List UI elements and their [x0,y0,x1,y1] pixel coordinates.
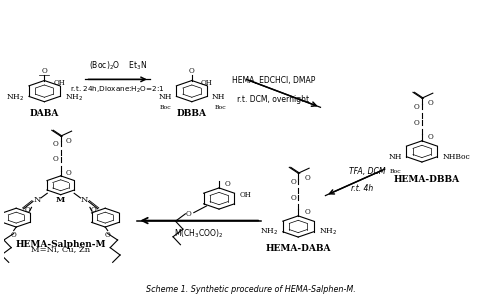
Text: O: O [304,208,310,216]
Text: O: O [42,67,48,75]
Text: O: O [53,155,59,163]
Text: NHBoc: NHBoc [442,153,470,161]
Text: NH: NH [388,153,402,161]
Text: M: M [56,196,66,204]
Text: O: O [53,140,59,148]
Text: M=Ni, Cu, Zn: M=Ni, Cu, Zn [31,245,90,253]
Text: O: O [186,210,192,218]
Text: O: O [66,137,71,145]
Text: OH: OH [54,79,65,87]
Text: O: O [11,231,16,239]
Text: HEMA-Salphen-M: HEMA-Salphen-M [16,240,106,249]
Text: O: O [304,174,310,182]
Text: O: O [290,178,296,186]
Text: NH$_2$: NH$_2$ [318,227,337,237]
Text: HEMA-DBBA: HEMA-DBBA [394,175,460,184]
Text: N: N [34,196,40,204]
Text: O: O [428,133,434,141]
Text: r.t. 4h: r.t. 4h [352,184,374,193]
Text: O: O [414,102,420,110]
Text: OH: OH [200,79,212,87]
Text: NH: NH [212,94,226,102]
Text: r.t. 24h,Dioxane:H$_2$O=2:1: r.t. 24h,Dioxane:H$_2$O=2:1 [70,85,165,95]
Text: O: O [66,169,71,177]
Text: O: O [225,180,230,188]
Text: O: O [414,119,420,127]
Text: r.t. DCM, overnight: r.t. DCM, overnight [238,95,310,104]
Text: TFA, DCM: TFA, DCM [349,168,386,176]
Text: NH$_2$: NH$_2$ [64,92,83,103]
Text: O: O [105,231,110,239]
Text: Boc: Boc [390,168,401,173]
Text: HEMA-DABA: HEMA-DABA [266,244,331,253]
Text: (Boc)$_2$O    Et$_3$N: (Boc)$_2$O Et$_3$N [88,59,146,72]
Text: M(CH$_3$COO)$_2$: M(CH$_3$COO)$_2$ [174,227,224,240]
Text: O: O [290,194,296,202]
Text: Scheme 1. Synthetic procedure of HEMA-Salphen-M.: Scheme 1. Synthetic procedure of HEMA-Sa… [146,285,356,294]
Text: NH$_2$: NH$_2$ [260,227,278,237]
Text: O: O [91,206,96,214]
Text: NH$_2$: NH$_2$ [6,92,24,103]
Text: DBBA: DBBA [177,109,207,118]
Text: N: N [81,196,88,204]
Text: NH: NH [158,94,172,102]
Text: DABA: DABA [30,109,59,118]
Text: Boc: Boc [159,105,171,110]
Text: O: O [189,67,194,75]
Text: Boc: Boc [214,105,226,110]
Text: O: O [24,206,30,214]
Text: O: O [428,99,434,107]
Text: OH: OH [240,191,251,199]
Text: HEMA, EDCHCl, DMAP: HEMA, EDCHCl, DMAP [232,75,315,85]
